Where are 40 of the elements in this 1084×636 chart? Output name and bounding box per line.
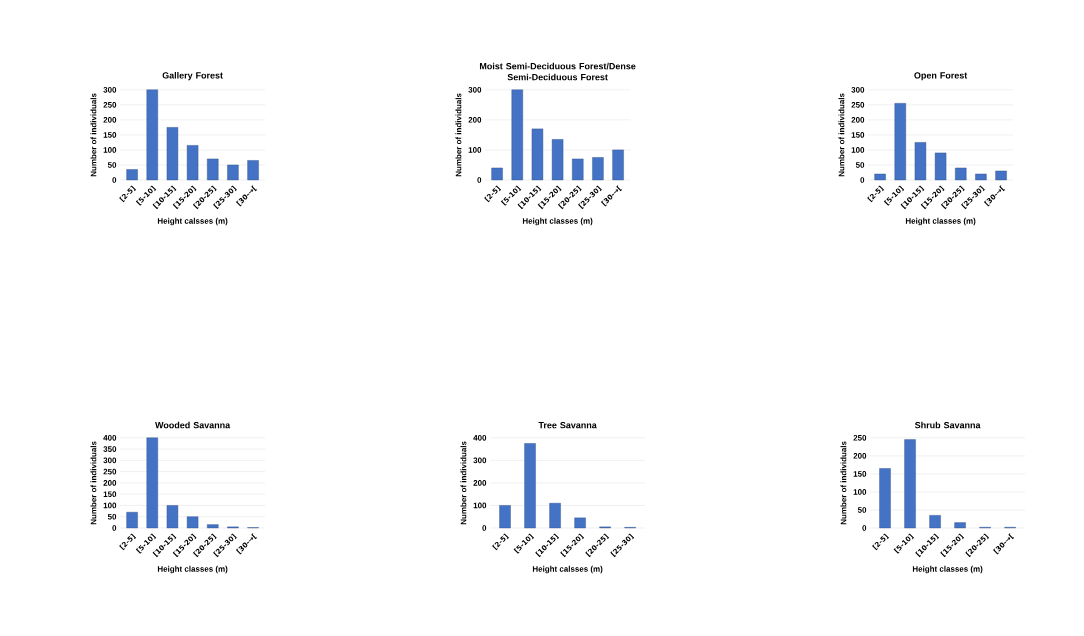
bar	[904, 439, 916, 529]
bar	[207, 524, 219, 529]
bar	[995, 170, 1007, 181]
bar	[207, 158, 219, 181]
bar	[186, 145, 199, 181]
bar	[574, 517, 586, 529]
bar	[592, 157, 604, 181]
bar	[126, 512, 138, 529]
bar	[551, 139, 564, 181]
bar	[955, 167, 967, 181]
bar	[934, 152, 947, 181]
bar	[166, 127, 179, 181]
bar	[146, 437, 158, 529]
chart-title: Gallery Forest	[162, 71, 223, 81]
bar	[166, 505, 179, 529]
bar	[126, 169, 138, 181]
bar	[227, 164, 239, 181]
bar	[975, 173, 987, 181]
bar	[511, 89, 523, 181]
bar	[499, 505, 511, 529]
chart-title: Open Forest	[914, 72, 968, 81]
bar	[954, 522, 966, 529]
chart-title: Tree Savanna	[538, 421, 597, 429]
bar	[186, 516, 199, 529]
bar	[549, 502, 561, 529]
bar	[524, 443, 536, 529]
bar	[914, 142, 927, 181]
chart-title: Wooded Savanna	[155, 421, 231, 429]
bar	[929, 515, 941, 529]
bar	[146, 89, 158, 181]
bar	[612, 149, 624, 181]
bar	[894, 103, 906, 181]
bar	[572, 158, 584, 181]
bar	[879, 468, 891, 529]
bar	[874, 173, 886, 181]
bar	[247, 160, 259, 181]
chart-title: Shrub Savanna	[914, 421, 981, 429]
bar	[531, 128, 544, 181]
chart-title: Moist Semi-Deciduous Forest/Dense Semi-Deciduous Forest	[479, 62, 636, 81]
bar	[491, 167, 503, 181]
